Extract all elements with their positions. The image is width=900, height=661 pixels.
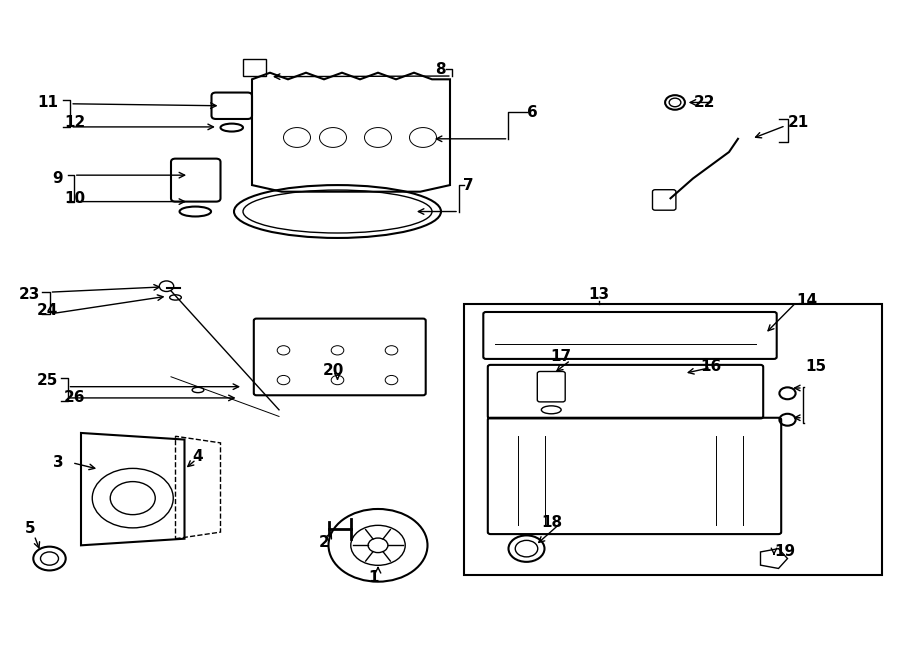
Text: 1: 1 xyxy=(368,570,379,584)
Text: 13: 13 xyxy=(588,287,609,301)
Bar xyxy=(243,59,266,76)
Text: 12: 12 xyxy=(64,115,86,130)
Text: 3: 3 xyxy=(53,455,64,470)
Text: 25: 25 xyxy=(37,373,58,387)
Text: 4: 4 xyxy=(193,449,203,463)
Text: 21: 21 xyxy=(788,115,809,130)
Text: 5: 5 xyxy=(24,522,35,536)
Text: 18: 18 xyxy=(542,515,562,529)
Text: 23: 23 xyxy=(19,287,40,301)
Text: 8: 8 xyxy=(435,62,446,77)
Text: 14: 14 xyxy=(796,293,817,308)
Text: 15: 15 xyxy=(806,360,826,374)
Text: 9: 9 xyxy=(52,171,63,186)
Text: 19: 19 xyxy=(774,545,795,559)
Text: 20: 20 xyxy=(322,363,344,377)
Text: 6: 6 xyxy=(526,105,537,120)
Text: 7: 7 xyxy=(464,178,474,192)
Text: 26: 26 xyxy=(64,391,86,405)
Text: 2: 2 xyxy=(319,535,329,549)
Text: 24: 24 xyxy=(37,303,58,318)
Text: 11: 11 xyxy=(38,95,58,110)
Text: 10: 10 xyxy=(65,191,86,206)
Text: 17: 17 xyxy=(551,350,572,364)
Text: 16: 16 xyxy=(700,360,722,374)
Text: 22: 22 xyxy=(694,95,716,110)
Bar xyxy=(464,304,882,575)
